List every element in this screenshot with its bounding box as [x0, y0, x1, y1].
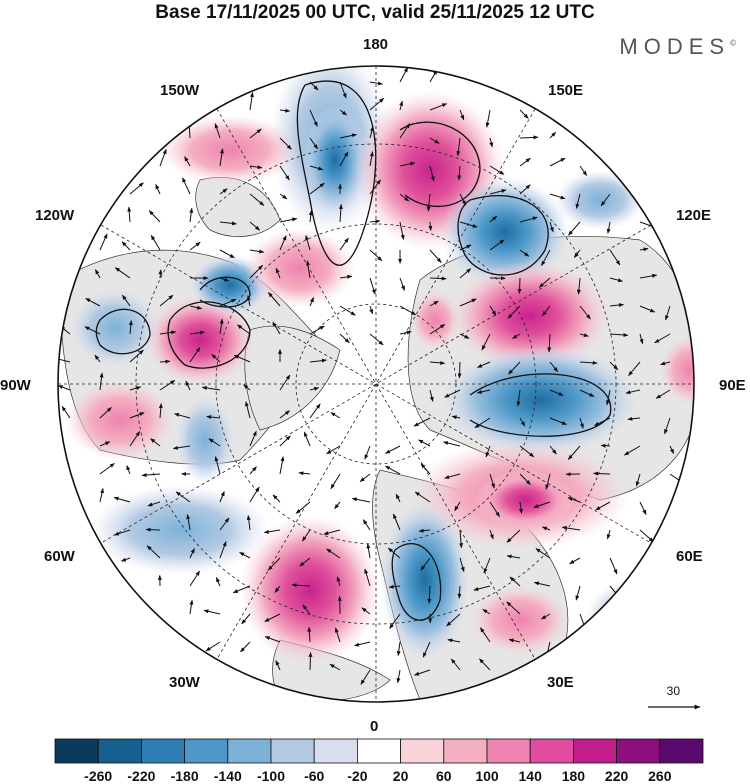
lon-label-90w: 90W [0, 377, 31, 394]
colorbar-swatch [487, 739, 530, 763]
map-body [40, 45, 720, 730]
colorbar-tick-label: -260 [84, 768, 112, 784]
colorbar-swatch [573, 739, 616, 763]
wind-vector [594, 473, 611, 474]
colorbar-tick-label: -220 [127, 768, 155, 784]
colorbar-swatch [55, 739, 98, 763]
colorbar-swatch [314, 739, 357, 763]
colorbar-swatch [185, 739, 228, 763]
colorbar-swatch [271, 739, 314, 763]
wind-vector [146, 530, 160, 531]
colorbar-swatch [660, 739, 703, 763]
wind-vector [310, 653, 311, 671]
colorbar-tick-label: -60 [304, 768, 324, 784]
colorbar [54, 738, 704, 764]
lon-label-120w: 120W [35, 207, 74, 224]
reference-vector-label: 30 [667, 684, 680, 698]
colorbar-tick-label: 60 [436, 768, 452, 784]
wind-vector [430, 278, 446, 279]
colorbar-tick-label: 180 [562, 768, 585, 784]
lon-label-60e: 60E [676, 548, 703, 565]
colorbar-swatch [228, 739, 271, 763]
colorbar-tick-label: 20 [393, 768, 409, 784]
wind-vector [519, 278, 520, 293]
colorbar-swatch [401, 739, 444, 763]
colorbar-swatch [530, 739, 573, 763]
colorbar-swatch [357, 739, 400, 763]
colorbar-tick-label: -140 [214, 768, 242, 784]
lon-label-180: 180 [363, 36, 388, 53]
colorbar-tick-label: -180 [171, 768, 199, 784]
colorbar-tick-label: 100 [475, 768, 498, 784]
colorbar-swatch [444, 739, 487, 763]
colorbar-swatch [617, 739, 660, 763]
colorbar-tick-label: 260 [648, 768, 671, 784]
lon-label-30e: 30E [547, 674, 574, 691]
wind-vector [459, 362, 460, 378]
lon-label-30w: 30W [169, 674, 200, 691]
colorbar-tick-label: -20 [347, 768, 367, 784]
lon-label-90e: 90E [719, 377, 746, 394]
wind-vector [601, 445, 610, 446]
colorbar-tick-label: -100 [257, 768, 285, 784]
colorbar-tick-label: 220 [605, 768, 628, 784]
lon-label-120e: 120E [676, 207, 711, 224]
colorbar-swatch [141, 739, 184, 763]
colorbar-swatch [98, 739, 141, 763]
colorbar-tick-label: 140 [519, 768, 542, 784]
lon-label-0: 0 [370, 718, 378, 735]
lon-label-150w: 150W [160, 82, 199, 99]
lon-label-150e: 150E [548, 82, 583, 99]
lon-label-60w: 60W [44, 548, 75, 565]
reference-vector-arrow [646, 700, 706, 714]
